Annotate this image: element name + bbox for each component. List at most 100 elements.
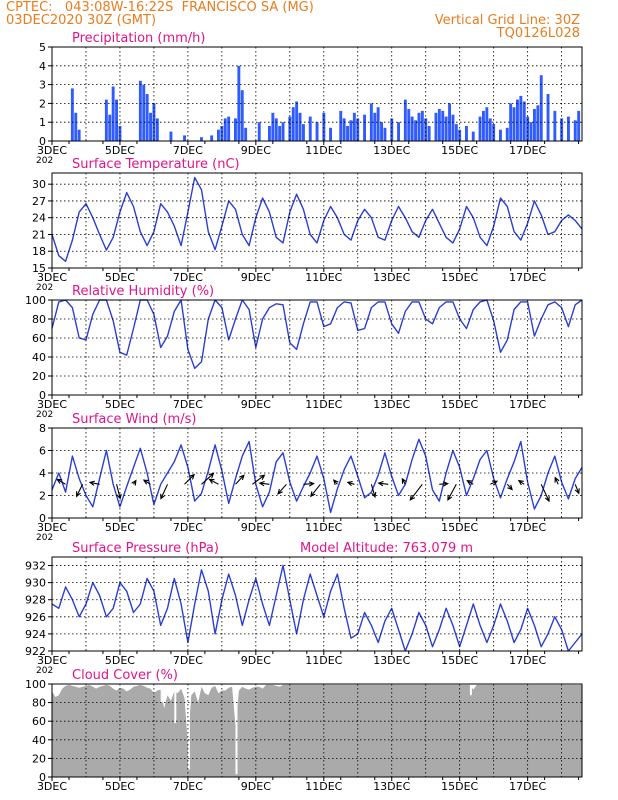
x-tick-label: 9DEC xyxy=(241,521,271,534)
panel-precipitation: Precipitation (mm/h) 0 1 2 3 4 5 3DEC 5DEC 7DEC 9D… xyxy=(36,31,583,166)
precip-bar xyxy=(369,103,373,141)
precip-bar xyxy=(519,95,523,141)
x-tick-label: 7DEC xyxy=(173,398,203,411)
precip-bar xyxy=(448,103,451,141)
wind-vector-arrow xyxy=(258,480,270,487)
precip-bar xyxy=(485,107,489,141)
x-tick-label: 13DEC xyxy=(373,654,410,667)
precip-bar xyxy=(376,107,380,141)
wind-vector-arrow xyxy=(401,477,407,485)
y-tick-label: 20 xyxy=(32,370,46,383)
y-tick-label: 80 xyxy=(32,313,46,326)
wind-vector-arrow xyxy=(277,483,287,495)
model-altitude-label: Model Altitude: 763.079 m xyxy=(300,541,473,556)
precip-bar xyxy=(240,90,244,141)
header-grid-line: Vertical Grid Line: 30Z xyxy=(434,13,580,28)
x-tick-label: 5DEC xyxy=(105,521,135,534)
precip-bar xyxy=(536,105,540,141)
precip-bar xyxy=(573,120,577,141)
wind-vector-arrow xyxy=(332,479,339,486)
y-tick-label: 3 xyxy=(39,79,46,92)
x-tick-label: 13DEC xyxy=(373,271,410,284)
x-tick-label: 15DEC xyxy=(441,398,478,411)
precip-bar xyxy=(274,118,278,141)
precip-bar xyxy=(244,127,248,141)
wind-vector-arrow xyxy=(517,479,525,486)
precip-bar xyxy=(482,110,485,141)
wind-vector-arrow xyxy=(466,479,474,486)
y-tick-label: 924 xyxy=(25,628,46,641)
wind-vector-arrow xyxy=(554,476,560,485)
cloud-cover-gap xyxy=(187,684,190,770)
wind-vector-arrow xyxy=(184,473,195,485)
precip-bar xyxy=(77,129,81,141)
wind-vector-arrow xyxy=(409,483,423,501)
precip-bar xyxy=(417,112,421,141)
precip-bar xyxy=(200,137,203,141)
precip-bar xyxy=(529,122,533,141)
precip-bar xyxy=(397,122,400,141)
wind-vector-arrow xyxy=(208,478,219,485)
precip-bar xyxy=(410,116,414,141)
x-tick-label: 7DEC xyxy=(173,144,203,157)
precip-bar xyxy=(210,135,214,141)
precip-bar xyxy=(516,99,519,141)
wind-vector-arrow xyxy=(447,484,457,502)
x-tick-label: 7DEC xyxy=(173,780,203,793)
year-fragment-label: 202 xyxy=(36,666,53,676)
precip-bar xyxy=(339,110,343,141)
x-tick-label: 9DEC xyxy=(241,780,271,793)
wind-vector-arrow xyxy=(252,474,266,485)
precip-bar xyxy=(138,80,142,141)
y-tick-label: 4 xyxy=(39,60,46,73)
cloud-cover-gap xyxy=(469,684,472,696)
precip-bar xyxy=(465,126,468,141)
precip-bar xyxy=(145,94,149,141)
precip-bar xyxy=(441,110,445,141)
y-tick-label: 100 xyxy=(25,678,46,691)
wind-vector-arrow xyxy=(303,481,315,487)
panel-wind: Surface Wind (m/s) 0 2 4 6 8 3DEC 5DEC 7DEC 9DEC 1… xyxy=(36,412,583,543)
precip-bar xyxy=(427,126,431,141)
panel-title: Cloud Cover (%) xyxy=(72,668,178,683)
precip-bar xyxy=(451,114,455,141)
precip-bar xyxy=(567,116,570,141)
year-fragment-label: 202 xyxy=(36,283,53,293)
y-tick-label: 0 xyxy=(39,512,46,525)
x-tick-label: 7DEC xyxy=(173,521,203,534)
precip-bar xyxy=(142,84,146,141)
precip-bar xyxy=(271,112,275,141)
y-tick-label: 15 xyxy=(32,262,46,275)
precip-bar xyxy=(414,120,417,141)
precip-bar xyxy=(152,103,156,141)
panel-frame xyxy=(51,683,583,778)
y-tick-label: 24 xyxy=(32,212,46,225)
wind-vector-arrow xyxy=(370,484,377,499)
precip-bar xyxy=(302,124,305,141)
y-tick-label: 30 xyxy=(32,178,46,191)
precip-bar xyxy=(526,116,530,141)
y-tick-label: 20 xyxy=(32,752,46,765)
wind-vector-arrow xyxy=(142,479,151,485)
panel-cloud-cover: Cloud Cover (%) 0 20 40 60 80 100 3DEC 5DEC 7DEC 9… xyxy=(25,668,583,793)
y-tick-label: 2 xyxy=(39,97,46,110)
precip-bar xyxy=(237,65,241,141)
precip-bar xyxy=(104,99,108,141)
precip-bar xyxy=(383,127,387,141)
precip-bar xyxy=(352,112,356,141)
y-tick-label: 926 xyxy=(25,611,46,624)
precip-bar xyxy=(298,112,302,141)
cloud-cover-gap xyxy=(174,684,177,724)
y-tick-label: 60 xyxy=(32,715,46,728)
precip-bar xyxy=(471,131,475,141)
x-tick-label: 17DEC xyxy=(509,144,546,157)
x-tick-label: 17DEC xyxy=(509,271,546,284)
x-tick-label: 15DEC xyxy=(441,654,478,667)
x-tick-label: 11DEC xyxy=(305,398,342,411)
panel-frame xyxy=(51,299,583,396)
precip-bar xyxy=(115,99,118,141)
precip-bar xyxy=(217,129,220,141)
y-tick-label: 4 xyxy=(39,467,46,480)
precip-bar xyxy=(373,112,377,141)
x-tick-label: 13DEC xyxy=(373,144,410,157)
